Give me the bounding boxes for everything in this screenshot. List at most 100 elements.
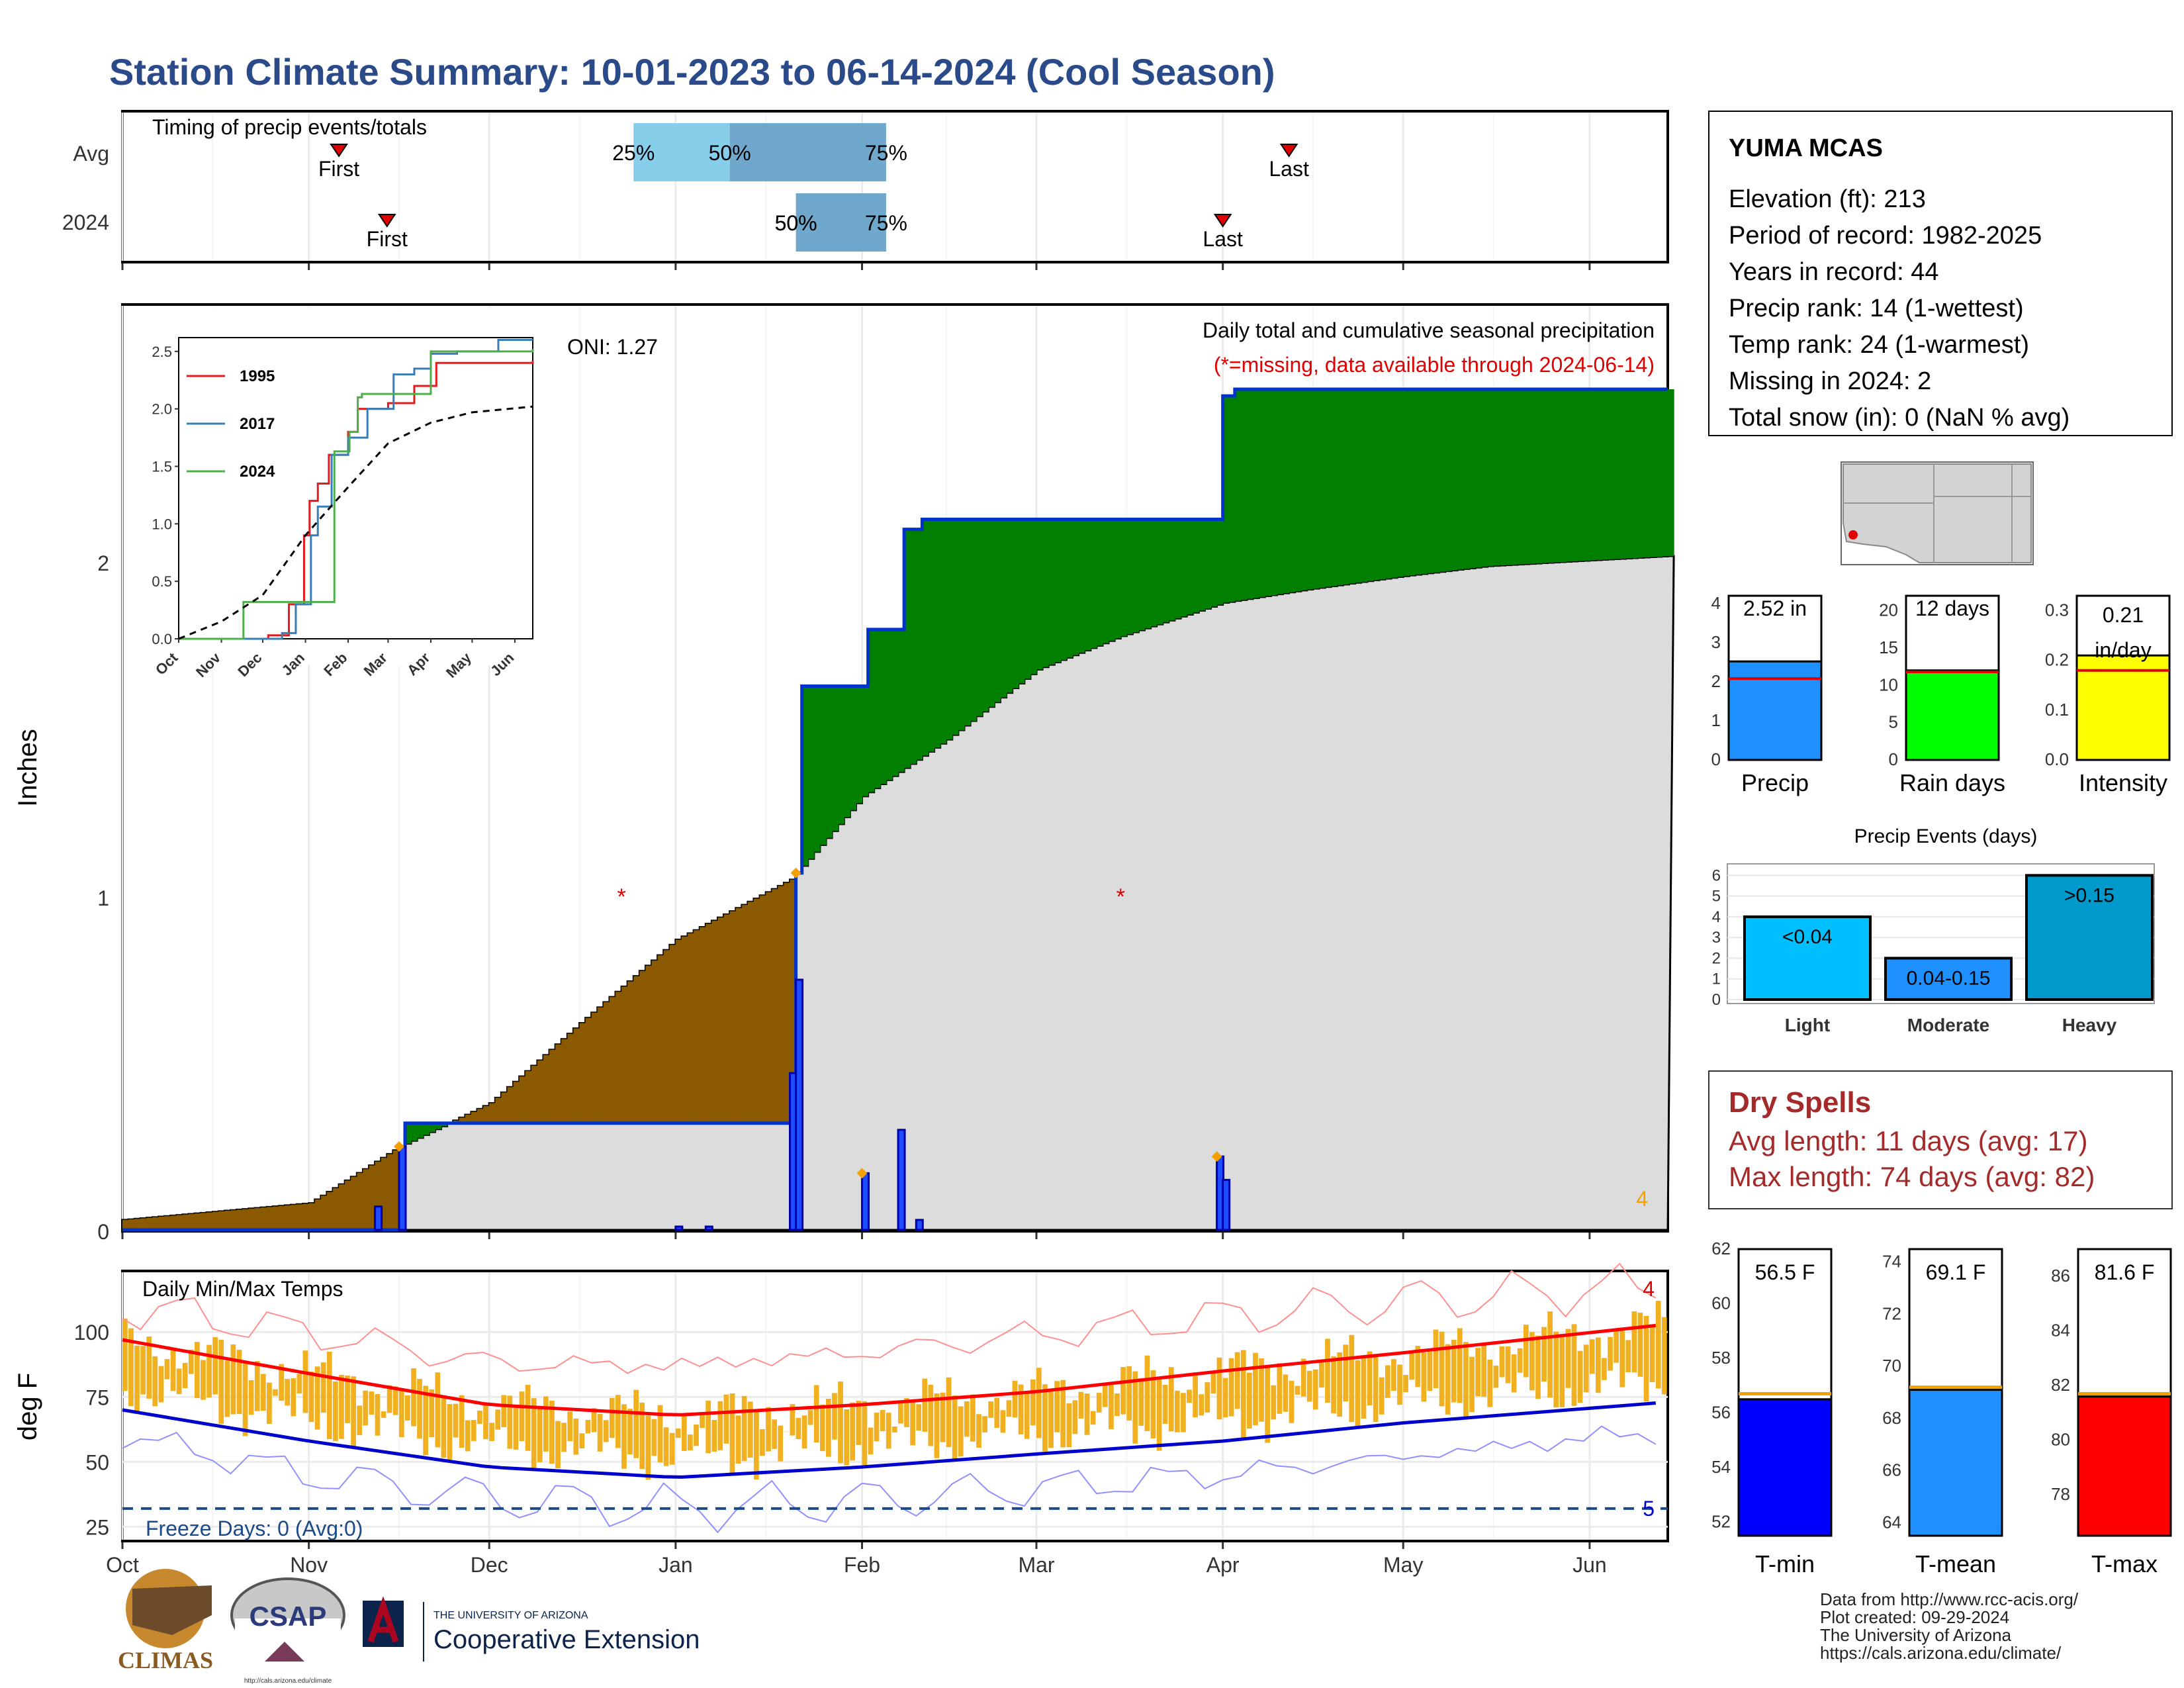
mini-bar-tick-2-2: 0.2	[2045, 650, 2069, 670]
precip-events-chart: Precip Events (days) 0 1 2 3 4 5 6 <0.04 Light 0.…	[1712, 825, 2155, 1035]
daily-temp-bar	[1012, 1380, 1018, 1418]
daily-temp-bar	[1619, 1328, 1625, 1387]
station-info-box: YUMA MCAS Elevation (ft): 213 Period of r…	[1708, 111, 2173, 436]
anomaly-day	[657, 955, 664, 1123]
daily-temp-bar	[1614, 1330, 1619, 1363]
daily-temp-bar	[267, 1382, 272, 1424]
anomaly-day	[1535, 389, 1542, 564]
anomaly-day	[934, 519, 941, 748]
daily-temp-bar	[1583, 1344, 1589, 1393]
temp-bar-t-min	[1737, 1398, 1833, 1537]
anomaly-day	[375, 1161, 382, 1230]
temp-bar-tick-0-1: 54	[1711, 1457, 1731, 1477]
oni-label: ONI: 1.27	[567, 335, 658, 359]
station-lines: Elevation (ft): 213 Period of record: 198…	[1729, 185, 2070, 432]
daily-temp-bar	[152, 1356, 158, 1407]
daily-temp-bar	[1199, 1394, 1205, 1416]
anomaly-day	[1319, 389, 1326, 588]
anomaly-day	[549, 1049, 556, 1123]
mini-bar-value-2-b: in/day	[2095, 638, 2151, 662]
events-ytick-3: 3	[1712, 929, 1721, 947]
daily-temp-bar	[188, 1349, 194, 1374]
anomaly-day	[711, 920, 719, 1123]
anomaly-day	[429, 1123, 436, 1133]
daily-temp-bar	[723, 1394, 729, 1444]
daily-temp-bar	[1589, 1339, 1595, 1374]
daily-temp-bar	[657, 1405, 663, 1463]
daily-temp-bar	[597, 1413, 603, 1452]
anomaly-day	[170, 1215, 177, 1230]
anomaly-day	[1120, 519, 1127, 636]
daily-temp-bar	[1132, 1371, 1138, 1444]
daily-temp-bar	[1187, 1389, 1192, 1403]
anomaly-day	[886, 629, 893, 780]
station-line-3: Precip rank: 14 (1-wettest)	[1729, 295, 2024, 322]
daily-temp-bar	[314, 1366, 320, 1430]
station-line-1: Period of record: 1982-2025	[1729, 222, 2042, 250]
y2024-p75-label: 75%	[865, 211, 907, 235]
anomaly-day	[248, 1208, 255, 1230]
daily-temp-bar	[182, 1362, 188, 1389]
events-ytick-4: 4	[1712, 908, 1721, 926]
anomaly-day	[357, 1172, 364, 1230]
missing-note: (*=missing, data available through 2024-…	[1214, 353, 1655, 377]
anomaly-day	[1150, 519, 1158, 627]
temp-bar-tick-0-3: 58	[1711, 1348, 1731, 1368]
daily-temp-bar	[946, 1377, 952, 1448]
anomaly-day	[807, 686, 815, 859]
daily-temp-bar	[711, 1420, 717, 1452]
daily-temp-bar	[1168, 1367, 1174, 1432]
events-bar-heavy	[2025, 874, 2154, 1002]
anomaly-day	[1042, 519, 1049, 667]
anomaly-day	[723, 914, 731, 1123]
temp-ytick-100: 100	[74, 1321, 109, 1344]
daily-temp-bar	[1541, 1327, 1547, 1382]
anomaly-day	[1138, 519, 1146, 631]
y2024-last-label: Last	[1203, 227, 1243, 251]
daily-temp-bar	[934, 1393, 940, 1458]
anomaly-day	[1475, 389, 1482, 568]
event-marker-2	[856, 1168, 868, 1179]
events-ytick-1: 1	[1712, 970, 1721, 988]
anomaly-day	[1222, 396, 1230, 603]
anomaly-day	[609, 997, 616, 1123]
temp-ytick-25: 25	[85, 1515, 109, 1539]
anomaly-day	[1625, 389, 1633, 559]
daily-temp-bar	[1150, 1370, 1156, 1438]
anomaly-day	[320, 1196, 328, 1230]
daily-temp-bar	[543, 1396, 549, 1452]
daily-temp-bar	[1210, 1372, 1216, 1393]
daily-temp-bar	[807, 1410, 813, 1425]
anomaly-day	[970, 519, 977, 721]
events-ytick-5: 5	[1712, 888, 1721, 906]
precip-ytick-1: 1	[97, 886, 109, 910]
dry-max-length: Max length: 74 days (avg: 82)	[1729, 1161, 2095, 1192]
daily-temp-bar	[1120, 1367, 1126, 1415]
anomaly-day	[838, 686, 844, 824]
anomaly-day	[1240, 389, 1248, 600]
temp-bar-t-max	[2077, 1395, 2172, 1537]
anomaly-day	[1415, 389, 1422, 575]
anomaly-day	[1523, 389, 1530, 565]
anomaly-day	[134, 1219, 141, 1230]
anomaly-day	[507, 1087, 514, 1123]
anomaly-day	[519, 1076, 526, 1123]
anomaly-day	[1156, 519, 1163, 625]
y2024-p25-label: 50%	[775, 211, 817, 235]
daily-temp-bar	[387, 1385, 392, 1413]
daily-temp-bar	[423, 1385, 429, 1456]
inset-frame	[178, 337, 533, 639]
anomaly-day	[1565, 389, 1572, 562]
daily-temp-bar	[1289, 1380, 1295, 1423]
daily-temp-bar	[549, 1400, 555, 1464]
anomaly-day	[681, 936, 688, 1123]
inset-ytick-4: 2.0	[152, 401, 172, 418]
climas-logo-mark	[132, 1585, 212, 1635]
anomaly-day	[291, 1205, 298, 1230]
daily-temp-bar	[411, 1368, 416, 1427]
daily-temp-bar	[850, 1402, 856, 1461]
map-states	[1843, 463, 2032, 563]
daily-temp-bar	[339, 1374, 344, 1439]
daily-temp-bar	[994, 1397, 1000, 1429]
anomaly-day	[1000, 519, 1007, 698]
